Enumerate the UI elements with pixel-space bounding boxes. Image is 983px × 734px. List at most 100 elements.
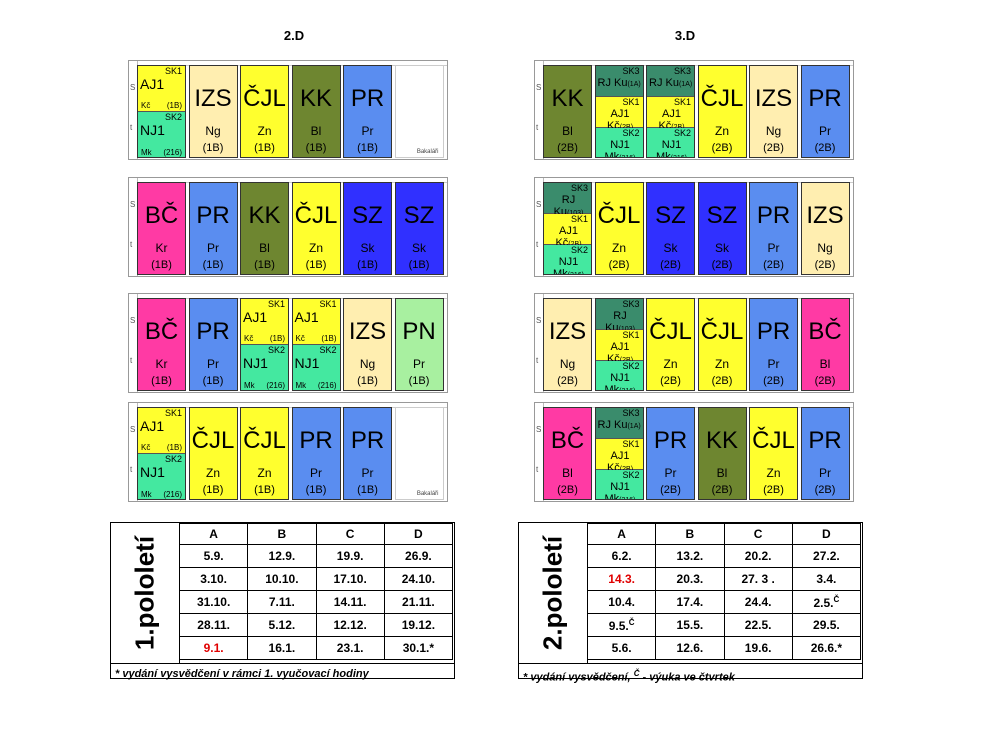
column-header: B [655, 523, 725, 545]
semester1-schedule: 1.pololetí A B C D 5.9. 12.9. 19.9. 26.9. 3.10. 1… [110, 522, 455, 680]
date-cell: 20.2. [723, 544, 793, 568]
side-s: S [536, 425, 542, 434]
room: (1B) [166, 443, 182, 452]
teacher: Sk [411, 241, 426, 255]
teacher: Pr [413, 357, 425, 371]
room: (2B) [711, 375, 733, 387]
lesson-čjl: ČJL Zn (2B) [749, 407, 798, 500]
room: (1B) [321, 334, 337, 343]
subject: NJ1 [610, 139, 630, 151]
teacher: Bl [716, 466, 728, 480]
teacher: Bl [310, 124, 322, 138]
subject: ČJL [597, 202, 641, 229]
subject: AJ1 [140, 418, 165, 434]
room: (1B) [202, 375, 224, 387]
column-header: A [178, 523, 249, 545]
lesson-split: SK1 AJ1 Kč (1B) SK2 NJ1 Mk (216) [137, 65, 186, 158]
room: (2B) [711, 484, 733, 496]
lesson-sz: SZ Sk (2B) [646, 182, 695, 275]
lesson-čjl: ČJL Zn (2B) [697, 298, 747, 391]
subject: BČ [144, 318, 179, 345]
teacher: Bl [562, 466, 573, 480]
teacher: Bl [819, 357, 831, 371]
group-sk3: SK3 RJ Ku(1A) [595, 408, 643, 439]
column-header: A [586, 523, 657, 545]
subject: SZ [655, 202, 686, 229]
subject-line: RJ Ku(1A) [649, 77, 692, 89]
subject: IZS [754, 85, 793, 112]
group-sk2: SK2 NJ1 Mk (216) [292, 345, 340, 390]
subject: PR [299, 427, 333, 454]
date-row: 14.3. 20.3. 27. 3 . 3.4. [586, 567, 862, 591]
group-label: SK1 [673, 97, 691, 107]
teacher: Mk [295, 381, 307, 390]
lesson-čjl: ČJL Zn (1B) [291, 182, 341, 275]
thursday-mark: Č [628, 617, 635, 627]
group-label: SK2 [267, 345, 285, 355]
empty-slot: Bakaláři [394, 65, 444, 158]
lesson-kk: KK Bl (2B) [697, 407, 747, 500]
group-label: SK1 [164, 408, 182, 418]
teacher: Ng [817, 241, 833, 255]
teacher: Mk [244, 381, 255, 390]
subject: PR [350, 427, 385, 454]
subject: PR [196, 202, 230, 229]
column-header: D [791, 523, 862, 545]
subject: ČJL [700, 318, 744, 345]
group-label: SK1 [319, 299, 337, 309]
teacher: Kr [155, 241, 168, 255]
room: (1B) [305, 142, 327, 154]
lesson-pr: PR Pr (1B) [188, 298, 238, 391]
date-cell: 10.10. [247, 567, 317, 591]
teacher: Mk [141, 148, 152, 157]
date-cell: 28.11. [178, 613, 249, 637]
date-cell: 12.6. [655, 636, 725, 660]
subject: ČJL [294, 202, 338, 229]
room: (1B) [202, 484, 224, 496]
teacher: Zn [714, 357, 729, 371]
lesson-split: SK1 AJ1 Kč (1B) SK2 NJ1 Mk (216) [137, 407, 186, 500]
column-header: D [383, 523, 454, 545]
teacher: Zn [714, 124, 729, 138]
teacher: Pr [819, 124, 831, 138]
subject-line: RJ Ku(1A) [598, 77, 641, 89]
semester2-note: * vydání vysvědčení, Č - výuka ve čtvrte… [519, 663, 862, 684]
teacher: Ku [614, 419, 628, 431]
lesson-čjl: ČJL Zn (1B) [240, 65, 289, 158]
teacher: Ku [614, 77, 628, 89]
teacher: Sk [360, 241, 375, 255]
side-t: t [536, 240, 539, 249]
group-label: SK1 [570, 214, 588, 224]
room: (2B) [814, 375, 836, 387]
semester1-table: A B C D 5.9. 12.9. 19.9. 26.9. 3.10. 10.10. 17.10.… [178, 523, 454, 660]
lesson-čjl: ČJL Zn (1B) [240, 407, 289, 500]
room: (1B) [408, 259, 430, 271]
room: (216) [671, 155, 687, 157]
date-cell: 24.4. [723, 590, 793, 614]
subject: PR [808, 427, 842, 454]
subject: ČJL [243, 427, 286, 454]
teacher: Pr [819, 466, 831, 480]
teacher: Pr [361, 466, 374, 480]
group-sk3: SK3 RJ Ku(1A) [595, 66, 643, 97]
date-cell: 14.11. [315, 590, 385, 614]
subject-line: NJ1 Mk(216) [598, 139, 643, 157]
subject: ČJL [752, 427, 795, 454]
date-cell: 21.11. [383, 590, 454, 614]
group-label: SK2 [622, 470, 640, 480]
subject: IZS [806, 202, 844, 229]
room: (1B) [254, 484, 275, 496]
room: (2B) [568, 241, 581, 248]
side-t: t [536, 123, 539, 132]
bakalari-label: Bakaláři [416, 491, 439, 497]
room: (2B) [671, 124, 684, 131]
subject: AJ1 [559, 225, 578, 237]
